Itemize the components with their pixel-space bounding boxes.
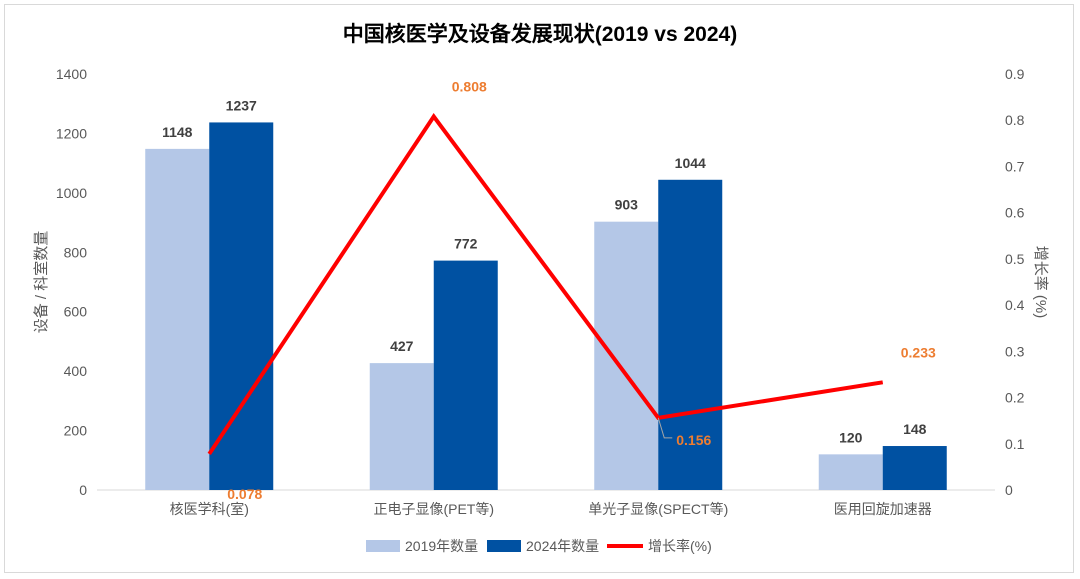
- bar-data-label: 120: [839, 429, 863, 445]
- growth-rate-label: 0.078: [227, 486, 262, 502]
- y2-tick-label: 0.7: [1005, 158, 1025, 174]
- y2-tick-label: 0.2: [1005, 390, 1025, 406]
- y2-tick-label: 0.5: [1005, 251, 1025, 267]
- x-tick-label: 正电子显像(PET等): [373, 501, 494, 517]
- bar-data-label: 1044: [675, 155, 706, 171]
- y2-tick-label: 0.1: [1005, 436, 1025, 452]
- y2-tick-label: 0.4: [1005, 297, 1025, 313]
- y-tick-label: 600: [64, 304, 88, 320]
- y-tick-label: 1000: [56, 185, 87, 201]
- bar-2019: [369, 363, 434, 490]
- y2-tick-label: 0: [1005, 482, 1013, 498]
- y-tick-label: 400: [64, 363, 88, 379]
- y-tick-label: 1200: [56, 125, 87, 141]
- y-tick-label: 1400: [56, 66, 87, 82]
- legend-label-growth: 增长率(%): [648, 538, 712, 554]
- chart-title: 中国核医学及设备发展现状(2019 vs 2024): [343, 22, 737, 46]
- y-axis-label: 设备 / 科室数量: [33, 231, 50, 334]
- bar-data-label: 1148: [162, 124, 193, 140]
- x-tick-label: 核医学科(室): [170, 501, 249, 517]
- bar-data-label: 148: [903, 421, 927, 437]
- y2-tick-label: 0.6: [1005, 205, 1025, 221]
- chart-frame: [4, 4, 1074, 573]
- bar-data-label: 1237: [226, 97, 257, 113]
- growth-rate-label: 0.808: [452, 79, 487, 95]
- leader-line: [657, 417, 673, 439]
- legend-swatch-2019: [366, 540, 400, 552]
- legend-label-2024: 2024年数量: [526, 538, 599, 554]
- growth-rate-label: 0.233: [901, 344, 936, 360]
- legend-label-2019: 2019年数量: [405, 538, 478, 554]
- y-tick-label: 0: [79, 482, 87, 498]
- y-tick-label: 800: [64, 244, 88, 260]
- growth-rate-line: [207, 113, 884, 456]
- y-tick-label: 200: [64, 423, 88, 439]
- x-tick-label: 医用回旋加速器: [834, 501, 932, 517]
- legend-swatch-2024: [487, 540, 521, 552]
- bar-2024: [433, 260, 498, 490]
- growth-rate-label: 0.156: [676, 432, 711, 448]
- y2-tick-label: 0.9: [1005, 66, 1025, 82]
- y2-axis-label: 增长率 (%): [1032, 246, 1049, 319]
- y2-tick-label: 0.3: [1005, 343, 1025, 359]
- bar-data-label: 772: [454, 236, 478, 252]
- bar-2024: [882, 446, 947, 490]
- x-tick-label: 单光子显像(SPECT等): [588, 501, 728, 517]
- bar-2019: [594, 221, 659, 490]
- bar-data-label: 427: [390, 338, 414, 354]
- bar-2019: [818, 454, 883, 490]
- bar-data-label: 903: [615, 197, 639, 213]
- bar-2019: [145, 148, 210, 490]
- y2-tick-label: 0.8: [1005, 112, 1025, 128]
- bar-2024: [209, 122, 274, 490]
